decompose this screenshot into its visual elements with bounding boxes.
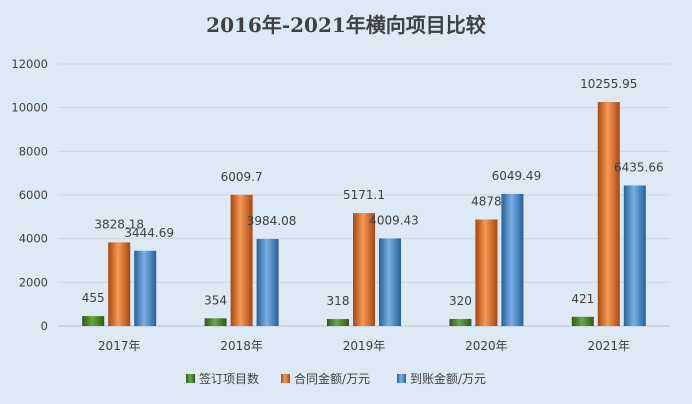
data-label: 6049.49 [492, 169, 542, 183]
bar-series-1-0 [108, 242, 131, 326]
x-tick-label: 2020年 [465, 339, 508, 353]
legend-item-1: 合同金额/万元 [281, 371, 370, 386]
legend-label: 签订项目数 [199, 371, 259, 386]
y-tick-label: 0 [41, 319, 48, 333]
y-tick-label: 10000 [11, 101, 48, 115]
data-label: 4878 [471, 194, 502, 208]
legend-swatch [186, 374, 195, 383]
y-axis-tick-labels: 0 2000 4000 6000 8000 10000 12000 [11, 57, 48, 333]
legend-swatch [281, 374, 290, 383]
data-label: 6009.7 [221, 170, 263, 184]
x-axis-tick-labels: 2017年 2018年 2019年 2020年 2021年 [98, 339, 630, 353]
x-tick-label: 2021年 [588, 339, 631, 353]
bar-series-0-0 [82, 316, 105, 326]
data-label: 455 [82, 291, 105, 305]
bar-series-2-1 [256, 239, 279, 326]
data-label: 421 [571, 292, 594, 306]
bar-series-1-4 [597, 102, 620, 326]
x-tick-label: 2018年 [220, 339, 263, 353]
data-label: 3984.08 [247, 214, 297, 228]
chart-title: 2016年-2021年横向项目比较 [206, 13, 486, 37]
data-label: 354 [204, 293, 227, 307]
data-label: 5171.1 [343, 188, 385, 202]
bar-series-1-3 [475, 219, 498, 326]
bar-series-0-4 [571, 316, 594, 326]
y-tick-label: 8000 [19, 144, 48, 158]
data-label: 6435.66 [614, 160, 664, 174]
bar-series-0-3 [449, 319, 472, 326]
bar-series-2-2 [379, 238, 401, 326]
legend: 签订项目数 合同金额/万元 到账金额/万元 [186, 371, 486, 386]
data-label: 4009.43 [369, 213, 419, 227]
bar-series-2-0 [134, 250, 157, 326]
bar-series-1-2 [353, 213, 375, 326]
data-label: 3828.18 [94, 217, 144, 231]
x-tick-label: 2017年 [98, 339, 141, 353]
legend-label: 到账金额/万元 [410, 371, 486, 386]
x-tick-label: 2019年 [343, 339, 386, 353]
legend-item-0: 签订项目数 [186, 371, 259, 386]
y-tick-label: 12000 [11, 57, 48, 71]
legend-item-2: 到账金额/万元 [397, 371, 486, 386]
bar-series-1-1 [230, 194, 253, 326]
bars [82, 102, 646, 326]
bar-series-2-4 [623, 185, 646, 326]
bar-series-2-3 [501, 193, 524, 326]
bar-series-0-1 [204, 318, 227, 326]
data-label: 10255.95 [580, 77, 637, 91]
data-label: 318 [327, 294, 350, 308]
data-label: 3444.69 [124, 226, 174, 240]
data-label: 320 [449, 294, 472, 308]
legend-swatch [397, 374, 406, 383]
y-tick-label: 2000 [19, 275, 48, 289]
y-tick-label: 4000 [19, 232, 48, 246]
y-tick-label: 6000 [19, 188, 48, 202]
legend-label: 合同金额/万元 [294, 371, 370, 386]
bar-series-0-2 [327, 319, 349, 326]
